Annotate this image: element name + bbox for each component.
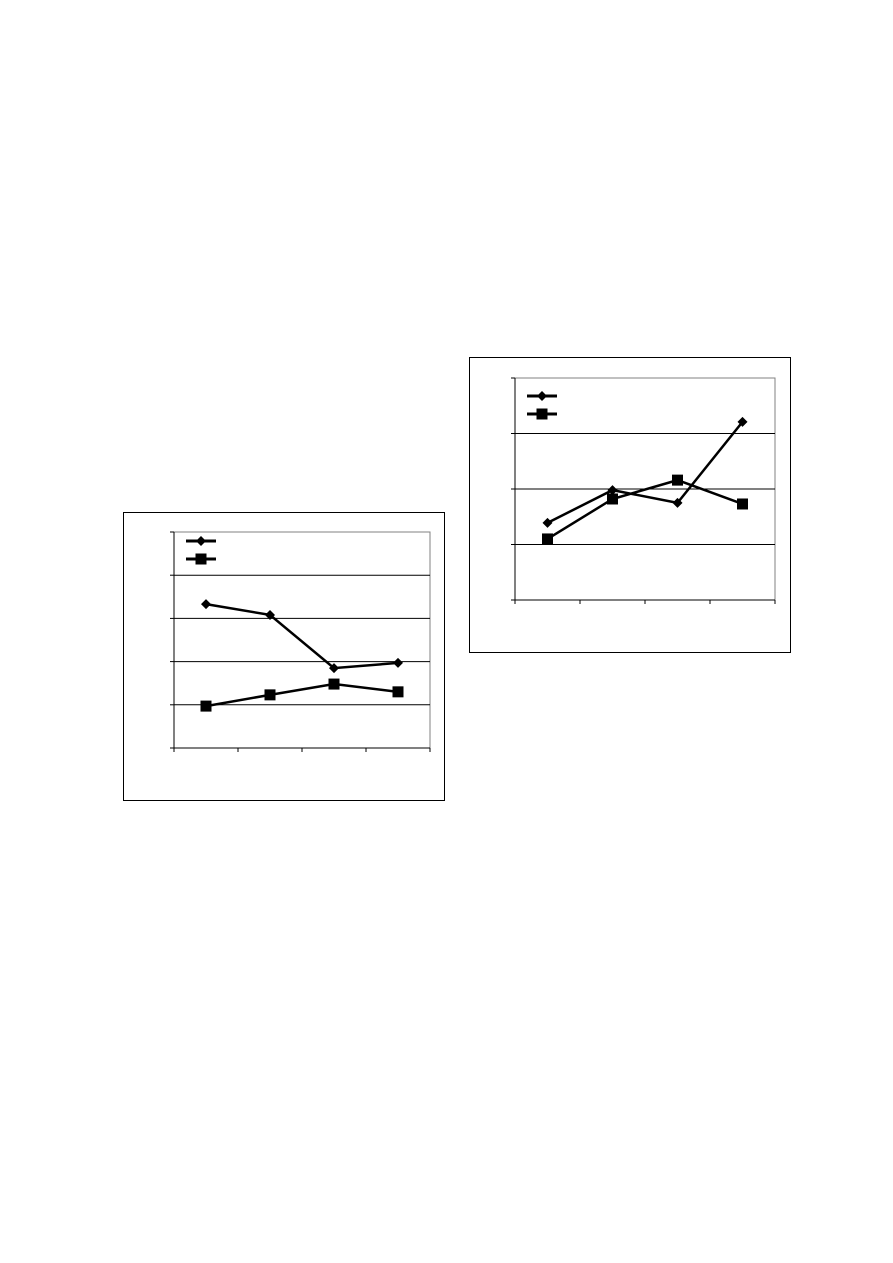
- chart-2-series-2-point: [542, 533, 553, 545]
- chart-1-legend-2-marker: [195, 553, 207, 565]
- chart-2-series-1-line: [546, 421, 744, 524]
- chart-2-legend-2-marker: [536, 408, 548, 420]
- chart-1-series-2-point: [328, 678, 340, 690]
- chart-2-series-1-point: [542, 517, 553, 528]
- chart-2-legend-1-marker: [537, 391, 547, 401]
- chart-2-series-2-line: [546, 478, 743, 541]
- chart-1-series-1-point: [201, 599, 211, 610]
- chart-2-series-2-point: [607, 493, 618, 505]
- chart-1-series-2-point: [392, 686, 404, 698]
- chart-2-series-2-point: [737, 498, 748, 510]
- chart-1-series-1-point: [265, 609, 275, 620]
- chart-1-legend-1-marker: [196, 536, 206, 546]
- chart-2-series-1-point: [672, 497, 683, 508]
- chart-1-series-2-point: [200, 700, 212, 712]
- chart-1-series-2-point: [264, 689, 276, 701]
- chart-1-series-1-point: [393, 657, 403, 668]
- chart-1-series-1-point: [329, 663, 339, 674]
- chart-1-frame: [123, 512, 445, 801]
- chart-2-series-1-point: [607, 485, 618, 496]
- chart-1-series-1-line: [205, 602, 399, 670]
- chart-2-series-1-point: [737, 416, 748, 427]
- chart-2-series-2-point: [672, 474, 683, 486]
- chart-1-series-2-line: [205, 682, 399, 708]
